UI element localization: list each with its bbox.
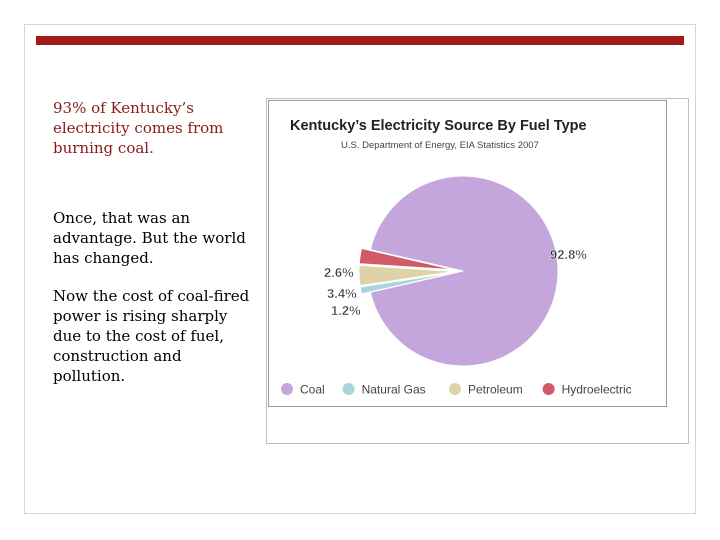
legend-label-coal: Coal (300, 383, 325, 397)
slide-frame (24, 24, 696, 514)
legend-swatch-natural-gas (342, 383, 355, 395)
slice-labels: 92.8% 1.2% 3.4% 2.6% (324, 247, 588, 318)
slice-label-natural-gas: 1.2% (331, 303, 361, 318)
legend-swatch-hydroelectric (542, 383, 555, 395)
pie-slice-petroleum (358, 264, 455, 287)
legend-label-hydroelectric: Hydroelectric (562, 383, 632, 397)
pie-slice-hydroelectric (358, 247, 455, 271)
intro-paragraph: 93% of Kentucky’s electricity comes from… (53, 99, 224, 157)
slice-label-hydroelectric: 2.6% (324, 265, 354, 280)
chart-title: Kentucky’s Electricity Source By Fuel Ty… (290, 118, 587, 134)
cost-paragraph: Now the cost of coal-fired power is risi… (53, 287, 250, 385)
chart-subtitle: U.S. Department of Energy, EIA Statistic… (341, 140, 539, 151)
pie-chart: Kentucky’s Electricity Source By Fuel Ty… (281, 118, 632, 397)
chart-panel: Kentucky’s Electricity Source By Fuel Ty… (268, 100, 667, 407)
legend-label-natural-gas: Natural Gas (362, 383, 426, 397)
legend-swatch-petroleum (449, 383, 461, 395)
slice-label-petroleum: 3.4% (327, 286, 357, 301)
pie-slices (358, 175, 559, 367)
slice-label-coal: 92.8% (550, 247, 587, 262)
pie-slice-coal (369, 175, 559, 367)
pie-slice-natural-gas (359, 272, 455, 295)
legend-swatch-coal (281, 383, 293, 395)
chart-legend: Coal Natural Gas Petroleum Hydroelectric (281, 383, 632, 397)
legend-label-petroleum: Petroleum (468, 383, 523, 397)
title-accent-bar (36, 36, 684, 45)
advantage-paragraph: Once, that was an advantage. But the wor… (53, 209, 246, 267)
